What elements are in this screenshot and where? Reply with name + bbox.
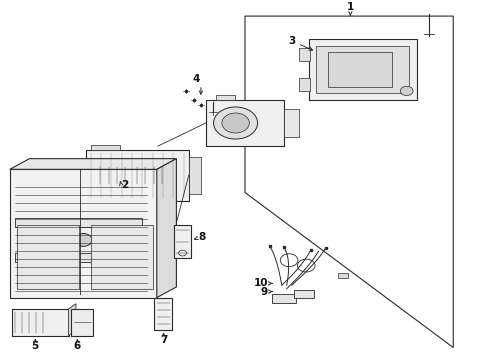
Text: 5: 5	[32, 341, 39, 351]
Bar	[206, 100, 284, 146]
Bar	[10, 169, 157, 298]
Text: 7: 7	[160, 336, 168, 345]
Circle shape	[131, 162, 168, 189]
Bar	[299, 78, 310, 91]
Bar	[12, 309, 69, 336]
Bar	[15, 253, 142, 262]
Bar	[294, 290, 314, 298]
Bar	[71, 309, 93, 336]
Bar	[299, 48, 310, 60]
Bar	[86, 150, 189, 201]
Bar	[174, 225, 191, 258]
Bar	[338, 273, 348, 278]
Circle shape	[400, 86, 413, 95]
Text: 10: 10	[253, 278, 268, 288]
Text: 6: 6	[74, 341, 81, 351]
Bar	[15, 218, 142, 227]
Polygon shape	[157, 159, 176, 298]
Text: 2: 2	[122, 180, 129, 190]
Polygon shape	[10, 159, 176, 169]
Text: 3: 3	[289, 36, 295, 46]
Bar	[309, 39, 416, 100]
Bar	[328, 52, 392, 87]
Circle shape	[74, 234, 92, 246]
Text: 4: 4	[192, 74, 200, 84]
Circle shape	[94, 162, 131, 189]
Bar	[154, 298, 172, 330]
Bar	[91, 145, 120, 150]
Text: 1: 1	[347, 2, 354, 12]
Circle shape	[214, 107, 258, 139]
Circle shape	[222, 113, 249, 133]
Text: 8: 8	[198, 232, 206, 242]
Text: 9: 9	[261, 287, 268, 297]
Bar	[272, 294, 296, 303]
Bar	[189, 157, 201, 194]
Bar	[216, 95, 235, 100]
Bar	[316, 46, 409, 94]
Bar	[91, 225, 153, 289]
Bar	[17, 225, 79, 289]
Bar	[284, 109, 299, 137]
Polygon shape	[69, 304, 76, 336]
